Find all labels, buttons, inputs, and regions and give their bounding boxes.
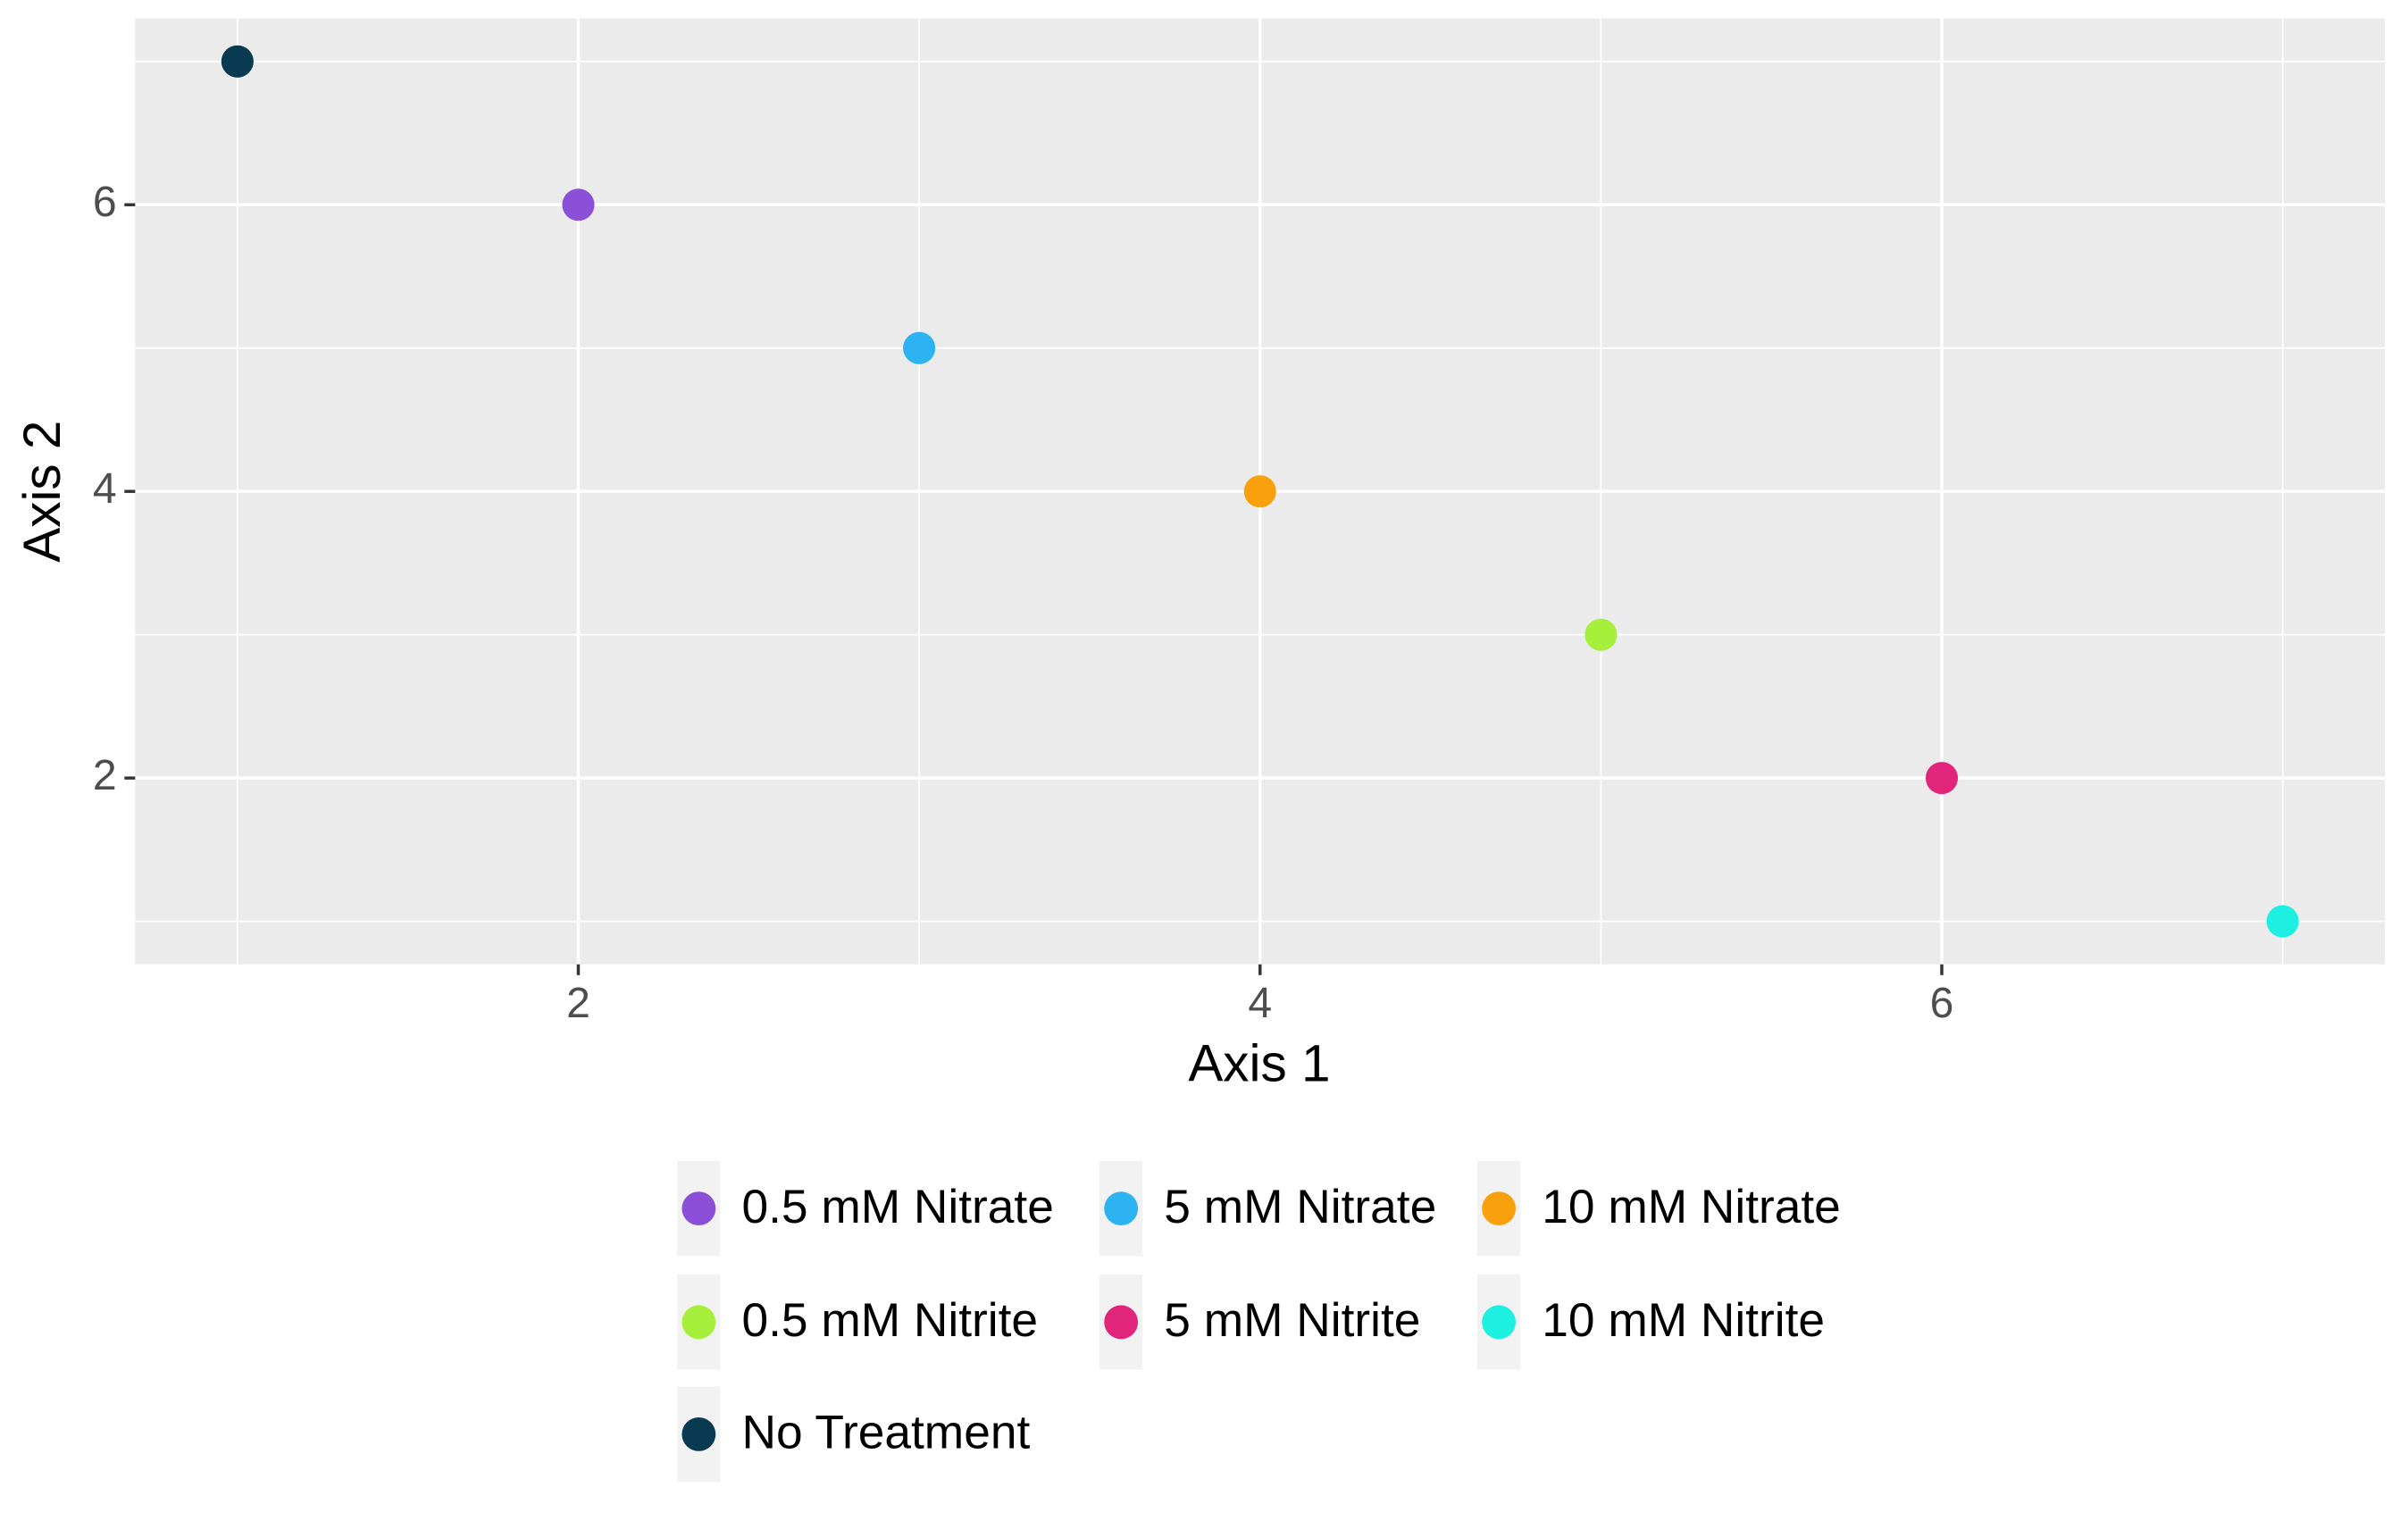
legend-marker bbox=[1482, 1191, 1517, 1226]
x-tick-label: 2 bbox=[566, 979, 590, 1027]
legend-marker bbox=[1104, 1305, 1139, 1340]
legend-marker bbox=[681, 1417, 716, 1451]
point bbox=[903, 331, 936, 364]
point bbox=[1584, 618, 1618, 651]
y-axis-title: Axis 2 bbox=[13, 421, 71, 563]
y-tick-label: 2 bbox=[93, 751, 117, 799]
legend-label: 10 mM Nitrate bbox=[1542, 1181, 1841, 1233]
legend-marker bbox=[1104, 1191, 1139, 1226]
y-tick-label: 4 bbox=[93, 464, 117, 513]
legend-label: 5 mM Nitrate bbox=[1164, 1181, 1436, 1233]
legend-marker bbox=[1482, 1305, 1517, 1340]
legend-label: 10 mM Nitrite bbox=[1542, 1294, 1825, 1347]
legend-label: 5 mM Nitrite bbox=[1164, 1294, 1420, 1347]
legend-label: 0.5 mM Nitrate bbox=[741, 1181, 1053, 1233]
x-tick-label: 4 bbox=[1248, 979, 1272, 1027]
y-tick-label: 6 bbox=[93, 178, 117, 226]
legend-marker bbox=[681, 1191, 716, 1226]
point bbox=[221, 45, 254, 78]
point bbox=[1243, 475, 1276, 508]
point bbox=[2266, 905, 2299, 938]
legend-label: 0.5 mM Nitrite bbox=[741, 1294, 1038, 1347]
x-tick-label: 6 bbox=[1930, 979, 1954, 1027]
point bbox=[562, 188, 595, 221]
legend-marker bbox=[681, 1305, 716, 1340]
point bbox=[1925, 762, 1959, 795]
legend-label: No Treatment bbox=[741, 1407, 1030, 1459]
x-axis-title: Axis 1 bbox=[1188, 1034, 1330, 1092]
